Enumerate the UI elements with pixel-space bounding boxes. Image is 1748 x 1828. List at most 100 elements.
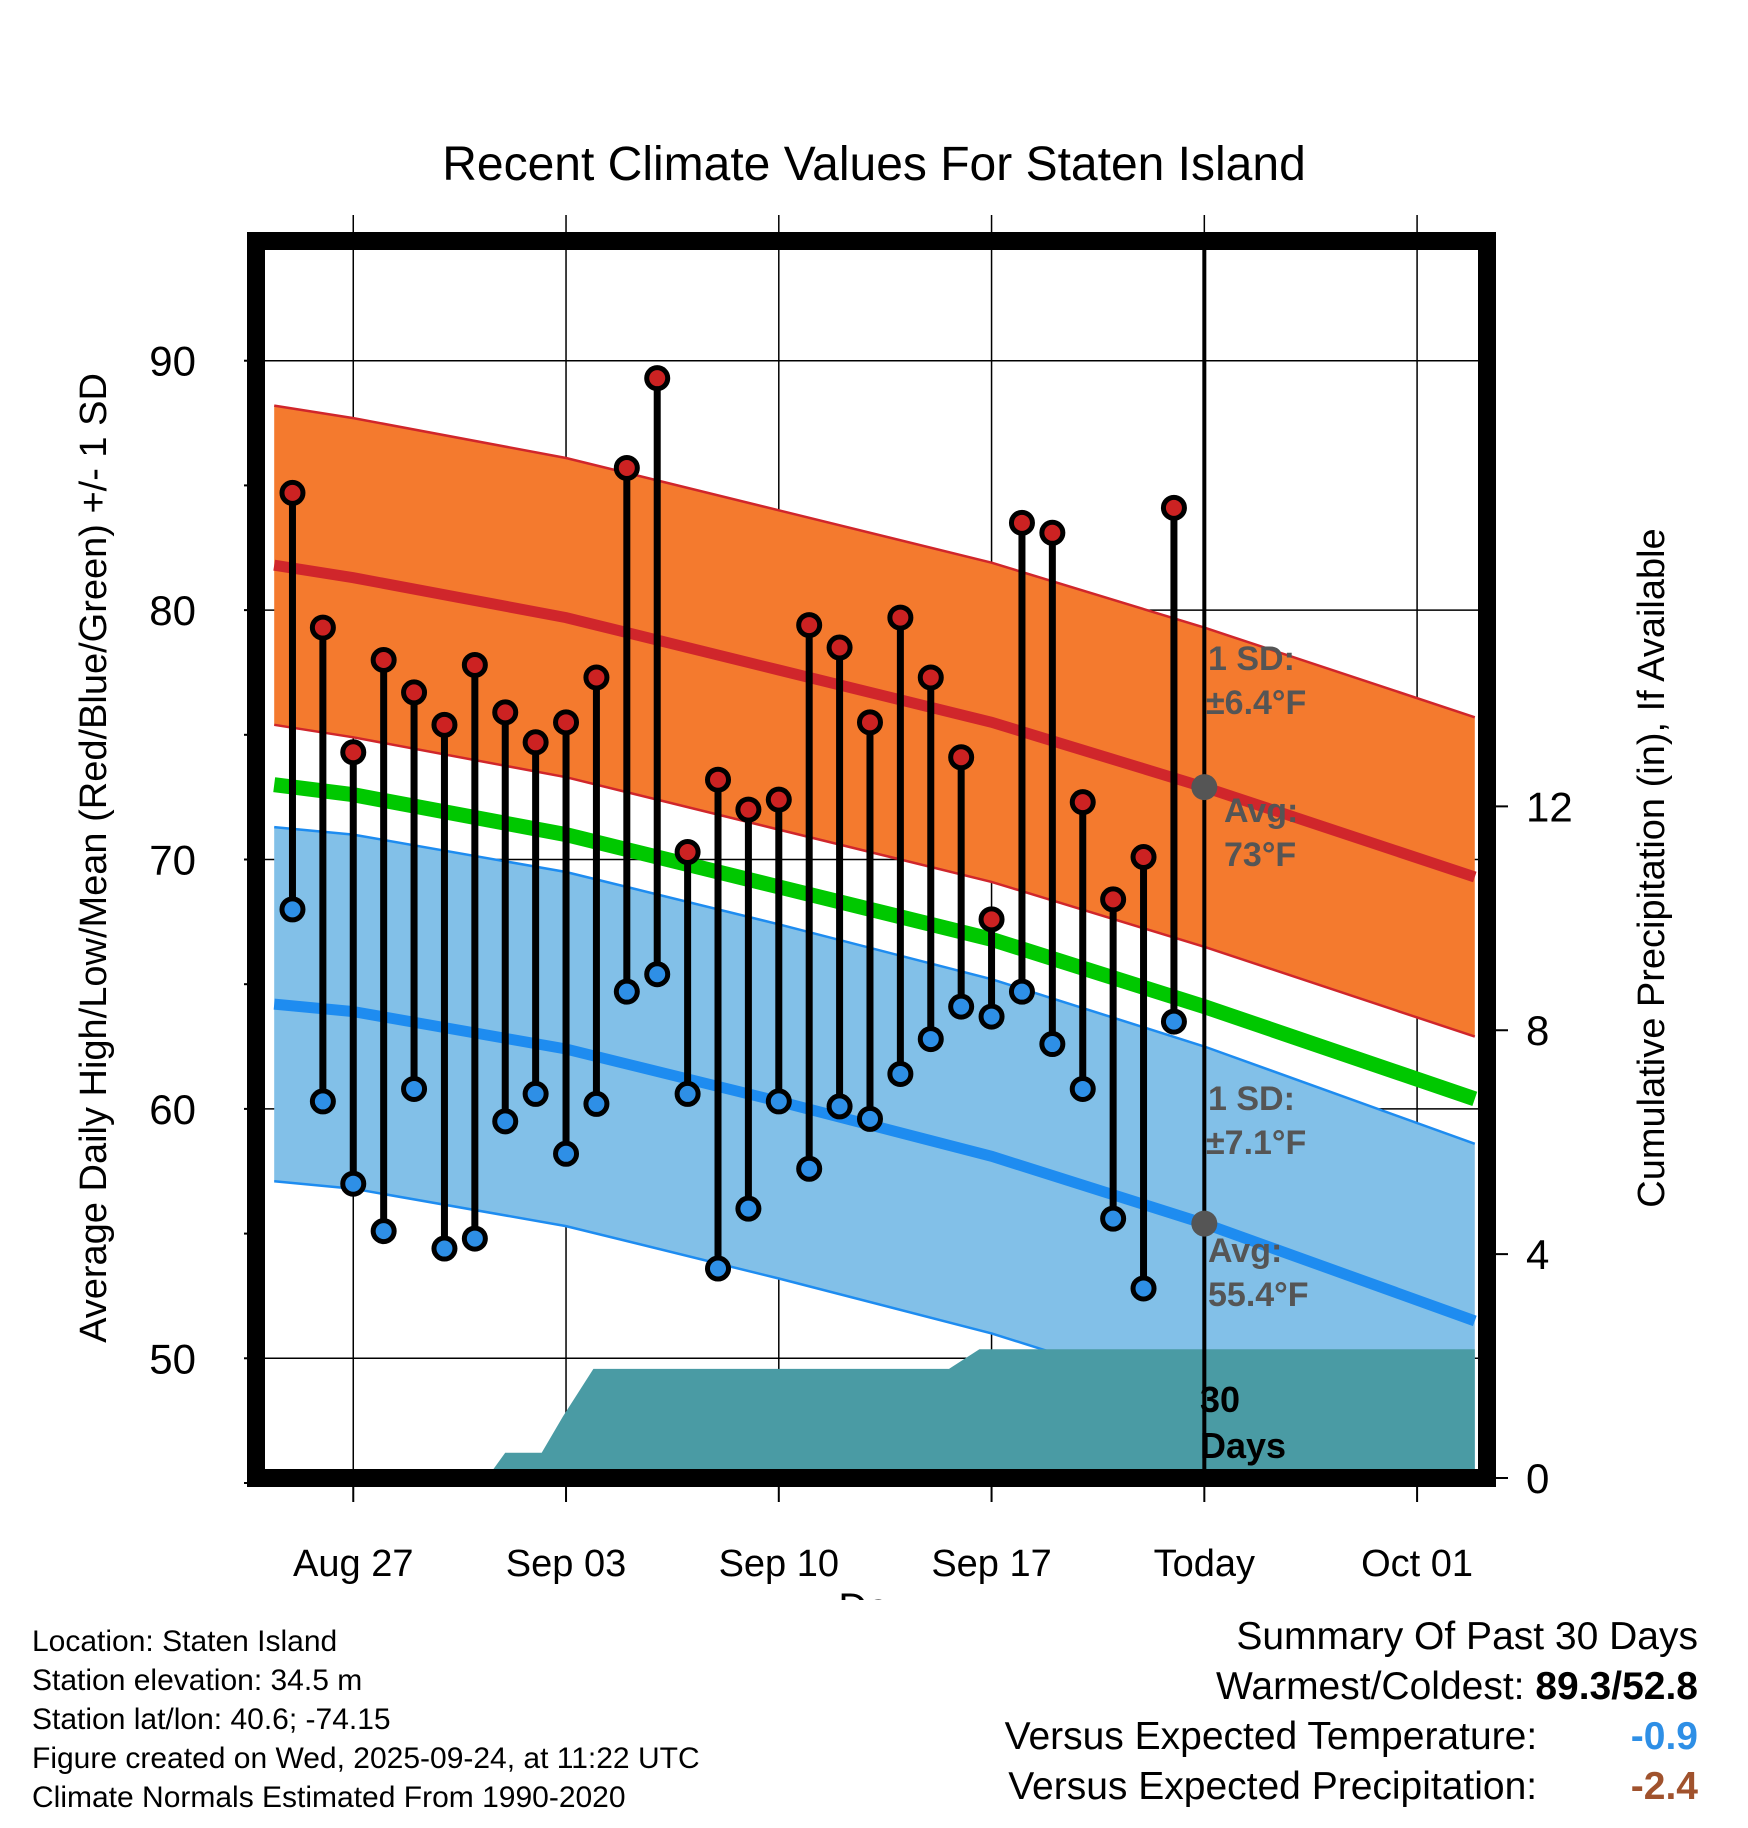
chart-title: Recent Climate Values For Staten Island <box>442 138 1306 191</box>
daily-low-point <box>279 896 306 923</box>
daily-high-point <box>553 709 580 736</box>
normals-text: Climate Normals Estimated From 1990-2020 <box>32 1781 626 1814</box>
daily-high-point <box>1008 509 1035 536</box>
daily-high-point <box>522 729 549 756</box>
y-tick-label: 50 <box>149 1335 196 1382</box>
daily-low-point <box>340 1170 367 1197</box>
plot-area: 1 SD: ±6.4°F Avg: 73°F 1 SD: ±7.1°F Avg: 55.4°F… <box>149 215 1573 1585</box>
daily-high-point <box>705 766 732 793</box>
summary-precipitation: Versus Expected Precipitation: -2.4 <box>1005 1762 1698 1812</box>
daily-low-point <box>856 1105 883 1132</box>
x-tick-label: Today <box>1154 1543 1255 1585</box>
summary-temperature: Versus Expected Temperature: -0.9 <box>1005 1712 1698 1762</box>
daily-low-point <box>948 993 975 1020</box>
daily-high-point <box>340 739 367 766</box>
latlon-text: Station lat/lon: 40.6; -74.15 <box>32 1703 391 1736</box>
y2-tick-label: 4 <box>1526 1231 1549 1278</box>
low-avg-value: 55.4°F <box>1208 1276 1309 1314</box>
daily-high-point <box>1039 519 1066 546</box>
daily-low-point <box>1069 1075 1096 1102</box>
daily-low-point <box>887 1060 914 1087</box>
y-tick-label: 90 <box>149 338 196 385</box>
daily-high-point <box>917 664 944 691</box>
daily-low-point <box>917 1026 944 1053</box>
daily-low-point <box>1008 978 1035 1005</box>
daily-low-point <box>370 1218 397 1245</box>
daily-low-point <box>1039 1031 1066 1058</box>
daily-high-point <box>461 651 488 678</box>
high-avg-label: Avg: <box>1224 792 1298 830</box>
x-tick-label: Oct 01 <box>1361 1543 1473 1585</box>
low-sd-band <box>274 827 1475 1478</box>
summary-panel: Summary Of Past 30 Days Warmest/Coldest:… <box>1005 1612 1698 1812</box>
low-sd-value: ±7.1°F <box>1206 1124 1306 1162</box>
temp-label: Versus Expected Temperature: <box>1004 1715 1538 1758</box>
precip-area <box>274 1349 1475 1478</box>
y-tick-label: 60 <box>149 1086 196 1133</box>
today-avg-high-marker <box>1191 774 1218 801</box>
daily-low-point <box>765 1088 792 1115</box>
daily-high-point <box>613 454 640 481</box>
daily-high-point <box>309 614 336 641</box>
daily-high-point <box>583 664 610 691</box>
daily-high-point <box>735 796 762 823</box>
daily-low-point <box>644 961 671 988</box>
daily-high-point <box>1069 789 1096 816</box>
daily-high-point <box>1100 886 1127 913</box>
plot-series <box>273 404 1478 1478</box>
elevation-text: Station elevation: 34.5 m <box>32 1664 363 1697</box>
daily-low-point <box>1100 1205 1127 1232</box>
precip-value: -2.4 <box>1630 1765 1698 1808</box>
x-axis-label: Day <box>838 1586 909 1600</box>
y-tick-label: 70 <box>149 837 196 884</box>
daily-high-point <box>765 786 792 813</box>
daily-low-point <box>978 1003 1005 1030</box>
low-avg-label: Avg: <box>1208 1232 1282 1270</box>
daily-low-point <box>1130 1275 1157 1302</box>
daily-high-point <box>431 711 458 738</box>
summary-title: Summary Of Past 30 Days <box>1236 1615 1698 1658</box>
daily-high-point <box>826 634 853 661</box>
y-tick-label: 80 <box>149 587 196 634</box>
period-label-days: Days <box>1200 1425 1286 1466</box>
daily-high-point <box>401 679 428 706</box>
daily-low-point <box>1160 1008 1187 1035</box>
daily-low-point <box>553 1140 580 1167</box>
daily-low-point <box>826 1093 853 1120</box>
daily-high-point <box>796 612 823 639</box>
x-tick-label: Aug 27 <box>293 1543 413 1585</box>
daily-low-point <box>674 1080 701 1107</box>
daily-low-point <box>735 1195 762 1222</box>
x-tick-label: Sep 17 <box>931 1543 1051 1585</box>
temp-value: -0.9 <box>1630 1715 1698 1758</box>
summary-warmest-coldest: Warmest/Coldest: 89.3/52.8 <box>1005 1662 1698 1712</box>
daily-high-point <box>1130 844 1157 871</box>
today-avg-low-marker <box>1191 1210 1218 1237</box>
high-sd-value: ±6.4°F <box>1206 684 1306 722</box>
x-tick-label: Sep 03 <box>506 1543 626 1585</box>
high-sd-label: 1 SD: <box>1208 640 1295 678</box>
y2-axis-label: Cumulative Precipitation (in), If Availa… <box>1631 528 1673 1207</box>
warmest-coldest-label: Warmest/Coldest: <box>1216 1665 1525 1708</box>
daily-low-point <box>309 1088 336 1115</box>
daily-high-point <box>644 365 671 392</box>
climate-chart: Recent Climate Values For Staten Island … <box>73 138 1673 1600</box>
daily-low-point <box>583 1090 610 1117</box>
created-text: Figure created on Wed, 2025-09-24, at 11… <box>32 1742 700 1775</box>
period-label-number: 30 <box>1200 1379 1240 1420</box>
low-sd-label: 1 SD: <box>1208 1080 1295 1118</box>
daily-low-point <box>492 1108 519 1135</box>
precip-label: Versus Expected Precipitation: <box>1008 1765 1538 1808</box>
x-tick-label: Sep 10 <box>719 1543 839 1585</box>
location-text: Location: Staten Island <box>32 1625 338 1658</box>
daily-high-point <box>1160 494 1187 521</box>
daily-high-point <box>279 479 306 506</box>
daily-low-point <box>613 978 640 1005</box>
daily-low-point <box>522 1080 549 1107</box>
daily-low-point <box>796 1155 823 1182</box>
station-info: Location: Staten Island Station elevatio… <box>32 1622 700 1817</box>
daily-high-point <box>370 646 397 673</box>
y-axis-label: Average Daily High/Low/Mean (Red/Blue/Gr… <box>73 373 115 1343</box>
daily-high-point <box>948 744 975 771</box>
daily-high-point <box>978 906 1005 933</box>
